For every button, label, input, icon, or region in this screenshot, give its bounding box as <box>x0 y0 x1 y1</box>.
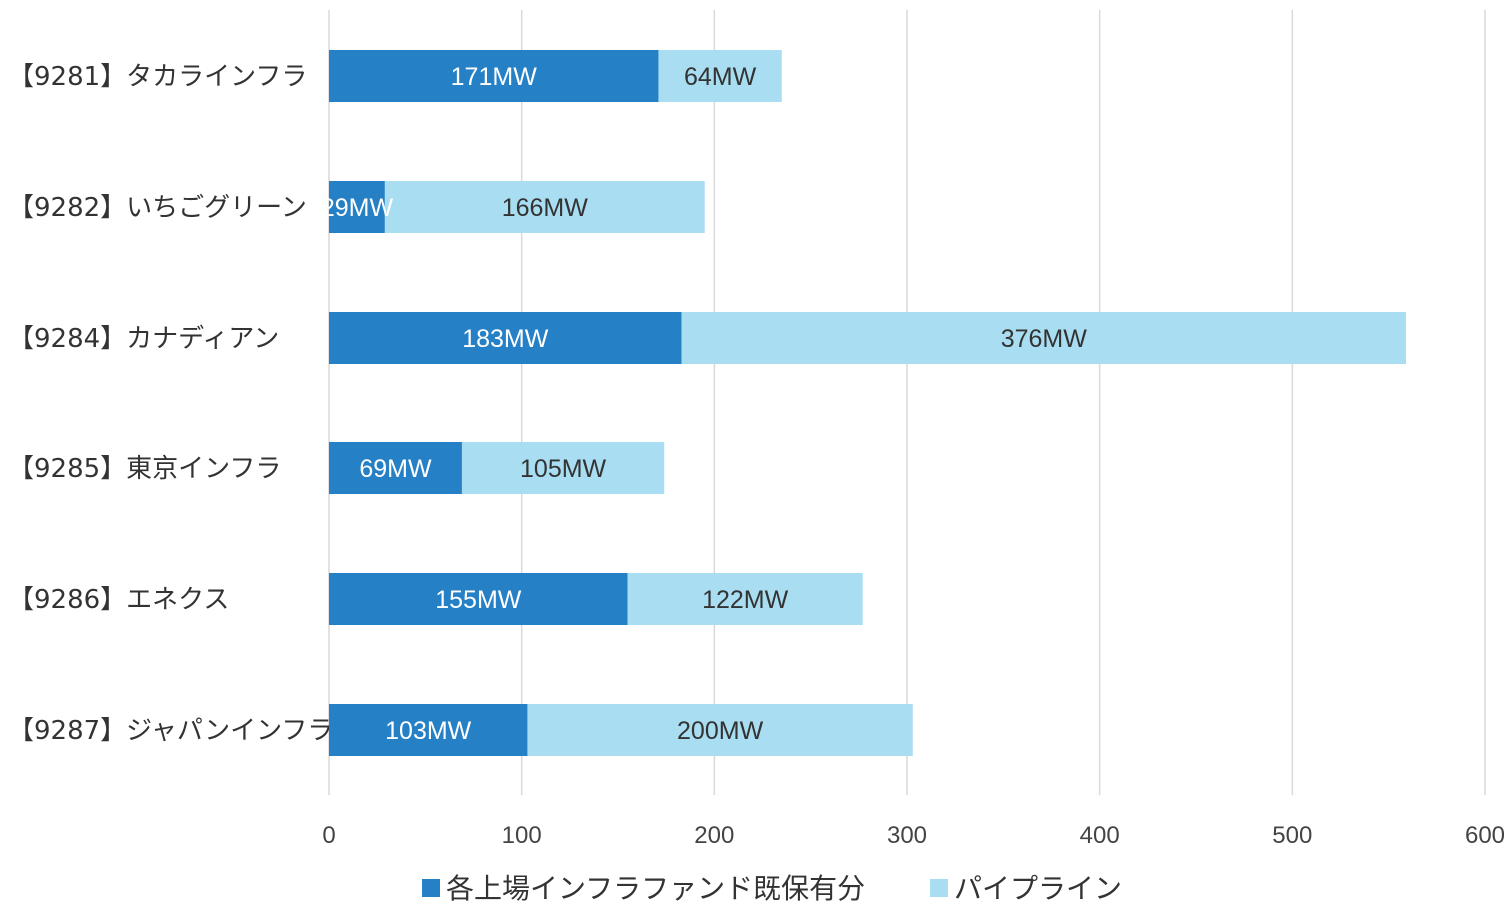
data-label: 171MW <box>451 63 538 91</box>
data-label: 64MW <box>684 63 757 91</box>
gridlines <box>328 10 1486 795</box>
data-label: 122MW <box>702 586 789 614</box>
category-label: 【9287】ジャパンインフラ <box>8 716 333 746</box>
category-label: 【9282】いちごグリーン <box>8 193 307 223</box>
x-tick-label: 0 <box>322 822 335 849</box>
legend-swatch <box>422 879 440 897</box>
bar-segment <box>627 573 863 625</box>
bar-segment <box>329 442 462 494</box>
bar-segment <box>384 181 705 233</box>
category-label: 【9284】カナディアン <box>8 324 279 354</box>
bar-segment <box>527 704 913 756</box>
x-tick-label: 200 <box>694 822 734 849</box>
x-axis-ticks: 0 100 200 300 400 500 600 <box>322 822 1505 849</box>
x-tick-label: 100 <box>502 822 542 849</box>
bar-segment <box>681 312 1407 364</box>
x-tick-label: 500 <box>1272 822 1312 849</box>
legend-label: 各上場インフラファンド既保有分 <box>446 872 865 905</box>
bar-segment <box>329 312 682 364</box>
category-label: 【9286】エネクス <box>8 585 229 615</box>
data-label: 166MW <box>502 194 589 222</box>
data-label: 103MW <box>385 717 472 745</box>
data-labels: 171MW 64MW 29MW 166MW 183MW 376MW 69MW 105MW 155… <box>321 63 1087 745</box>
data-label: 155MW <box>435 586 522 614</box>
data-label: 105MW <box>520 455 607 483</box>
category-label: 【9285】東京インフラ <box>8 454 281 484</box>
legend-label: パイプライン <box>954 872 1122 905</box>
x-tick-label: 400 <box>1080 822 1120 849</box>
x-tick-label: 300 <box>887 822 927 849</box>
data-label: 69MW <box>359 455 432 483</box>
data-label: 29MW <box>321 194 394 222</box>
bar-segment <box>329 573 628 625</box>
bars <box>329 50 1407 756</box>
bar-segment <box>329 181 385 233</box>
bar-segment <box>658 50 782 102</box>
data-label: 200MW <box>677 717 764 745</box>
data-label: 376MW <box>1001 325 1088 353</box>
bar-segment <box>329 704 528 756</box>
data-label: 183MW <box>462 325 549 353</box>
bar-segment <box>461 442 665 494</box>
category-labels: 【9281】タカラインフラ【9282】いちごグリーン【9284】カナディアン【9… <box>8 62 333 746</box>
bar-segment <box>329 50 659 102</box>
legend-swatch <box>930 879 948 897</box>
category-label: 【9281】タカラインフラ <box>8 62 307 92</box>
x-tick-label: 600 <box>1465 822 1505 849</box>
legend: 各上場インフラファンド既保有分 パイプライン <box>422 872 1122 905</box>
